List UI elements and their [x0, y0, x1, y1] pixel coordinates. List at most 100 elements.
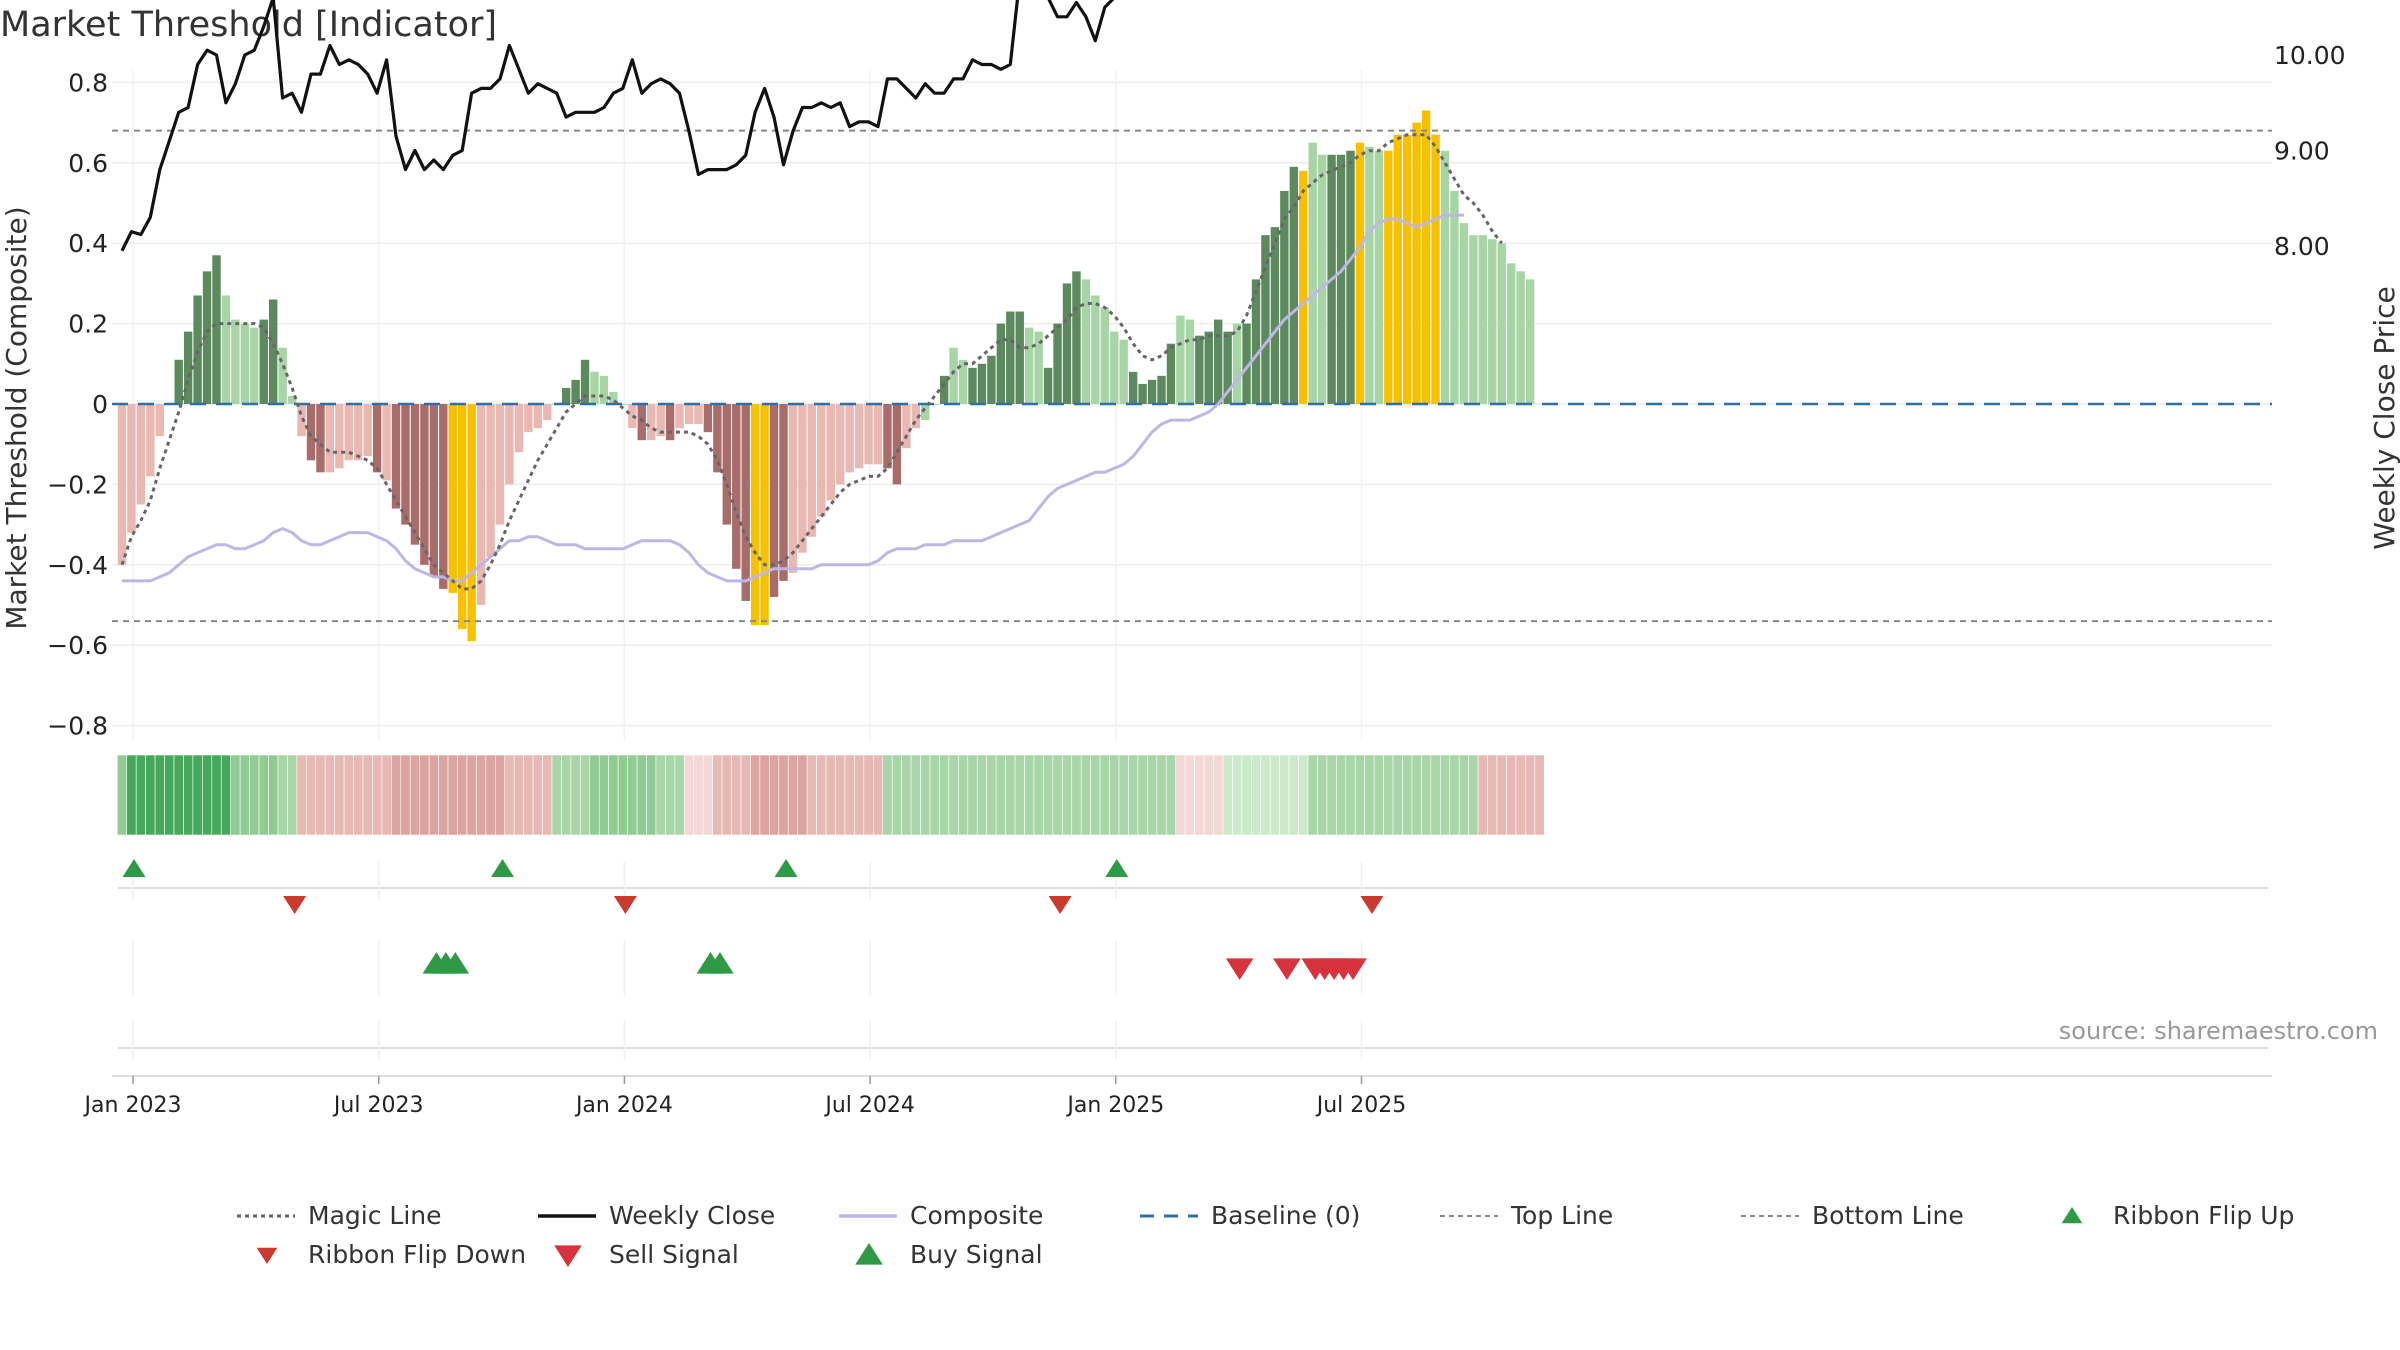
- composite-bar: [1166, 343, 1176, 404]
- composite-bar: [344, 404, 353, 461]
- ribbon-cell: [986, 754, 997, 836]
- composite-bar: [590, 371, 599, 404]
- legend-label: Baseline (0): [1211, 1201, 1360, 1230]
- ribbon-cell: [1184, 754, 1195, 836]
- composite-bar: [798, 404, 807, 553]
- ribbon-cell: [1175, 754, 1186, 836]
- legend-label: Weekly Close: [609, 1201, 775, 1230]
- ribbon-cell: [958, 754, 969, 836]
- ribbon-cell: [844, 754, 855, 836]
- ribbon-cell: [731, 754, 742, 836]
- ribbon-cell: [778, 754, 789, 836]
- ribbon-cell: [1203, 754, 1214, 836]
- composite-bar: [486, 404, 495, 557]
- composite-bar: [637, 404, 646, 441]
- ribbon-cell: [202, 754, 213, 836]
- ribbon-cell: [1024, 754, 1035, 836]
- ribbon-cell: [1383, 754, 1394, 836]
- composite-bar: [949, 347, 958, 404]
- composite-bar: [127, 404, 136, 533]
- right-tick-label: 10.00: [2274, 41, 2346, 70]
- composite-bar: [675, 404, 684, 429]
- ribbon-cell: [1298, 754, 1309, 836]
- ribbon-cell: [1468, 754, 1479, 836]
- ribbon-cell: [1525, 754, 1536, 836]
- composite-bar: [987, 355, 996, 404]
- ribbon-cell: [627, 754, 638, 836]
- composite-bar: [1157, 375, 1166, 404]
- composite-bar: [183, 331, 193, 404]
- right-axis-label: Weekly Close Price: [2368, 286, 2400, 549]
- composite-bar: [1119, 339, 1128, 404]
- ribbon-cell: [920, 754, 931, 836]
- sell-signal-marker: [1225, 958, 1254, 980]
- ribbon-cell: [1279, 754, 1290, 836]
- ribbon-cell: [1156, 754, 1167, 836]
- composite-bar: [1497, 243, 1506, 404]
- composite-bar: [1412, 122, 1421, 404]
- ribbon-cell: [154, 754, 165, 836]
- composite-bar: [760, 404, 769, 626]
- weekly-close-line: [120, 0, 1115, 252]
- composite-bar: [845, 404, 854, 473]
- composite-bar: [372, 404, 382, 473]
- ribbon-cell: [504, 754, 515, 836]
- composite-bar: [221, 295, 231, 404]
- composite-bar: [1261, 235, 1270, 404]
- ribbon-cell: [1269, 754, 1280, 836]
- ribbon-flip-up-marker: [774, 859, 798, 877]
- buy-signal-marker: [441, 952, 470, 974]
- ribbon-cell: [457, 754, 468, 836]
- composite-bar: [420, 404, 429, 565]
- ribbon-cell: [825, 754, 836, 836]
- left-tick-label: −0.2: [47, 470, 108, 499]
- composite-bar: [250, 327, 259, 404]
- ribbon-cell: [665, 754, 676, 836]
- ribbon-cell: [532, 754, 543, 836]
- sell-signal-marker: [1339, 958, 1367, 980]
- left-tick-label: −0.4: [47, 551, 108, 580]
- composite-bar: [713, 404, 722, 473]
- ribbon-cell: [428, 754, 439, 836]
- composite-bar: [1280, 190, 1289, 404]
- composite-bar: [476, 404, 486, 605]
- ribbon-cell: [1080, 754, 1091, 836]
- ribbon-cell: [948, 754, 959, 836]
- ribbon-cell: [334, 754, 345, 836]
- ribbon-cell: [353, 754, 364, 836]
- composite-bar: [212, 255, 221, 404]
- ribbon-cell: [1260, 754, 1271, 836]
- ribbon-cell: [1118, 754, 1129, 836]
- composite-bar: [146, 404, 155, 477]
- composite-bar: [269, 299, 278, 404]
- composite-bar: [193, 295, 202, 404]
- ribbon-cell: [391, 754, 402, 836]
- legend: Magic Line Weekly Close Composite Baseline …: [237, 1201, 2294, 1269]
- ribbon-cell: [1137, 754, 1148, 836]
- ribbon-cell: [1496, 754, 1507, 836]
- composite-bar: [297, 404, 306, 437]
- legend-swatch: [256, 1247, 278, 1264]
- ribbon-cell: [835, 754, 846, 836]
- composite-bar: [543, 404, 552, 421]
- composite-bar: [1176, 315, 1185, 404]
- composite-bar: [580, 359, 590, 404]
- ribbon-cell: [343, 754, 354, 836]
- ribbon-cell: [1402, 754, 1413, 836]
- composite-bar: [1384, 150, 1393, 404]
- composite-bar: [533, 404, 542, 429]
- left-tick-label: 0.4: [68, 229, 108, 258]
- line-series: [120, 0, 1503, 591]
- ribbon-cell: [1392, 754, 1403, 836]
- composite-bar: [202, 271, 212, 404]
- composite-bar: [1365, 146, 1374, 404]
- ribbon-cell: [1373, 754, 1384, 836]
- ribbon-cell: [476, 754, 487, 836]
- ribbon-cell: [1241, 754, 1252, 836]
- composite-bar: [769, 404, 779, 597]
- ribbon-cell: [854, 754, 865, 836]
- composite-bar: [429, 404, 439, 577]
- composite-bar: [1053, 323, 1062, 404]
- composite-bar: [741, 404, 750, 601]
- ribbon-cell: [1222, 754, 1233, 836]
